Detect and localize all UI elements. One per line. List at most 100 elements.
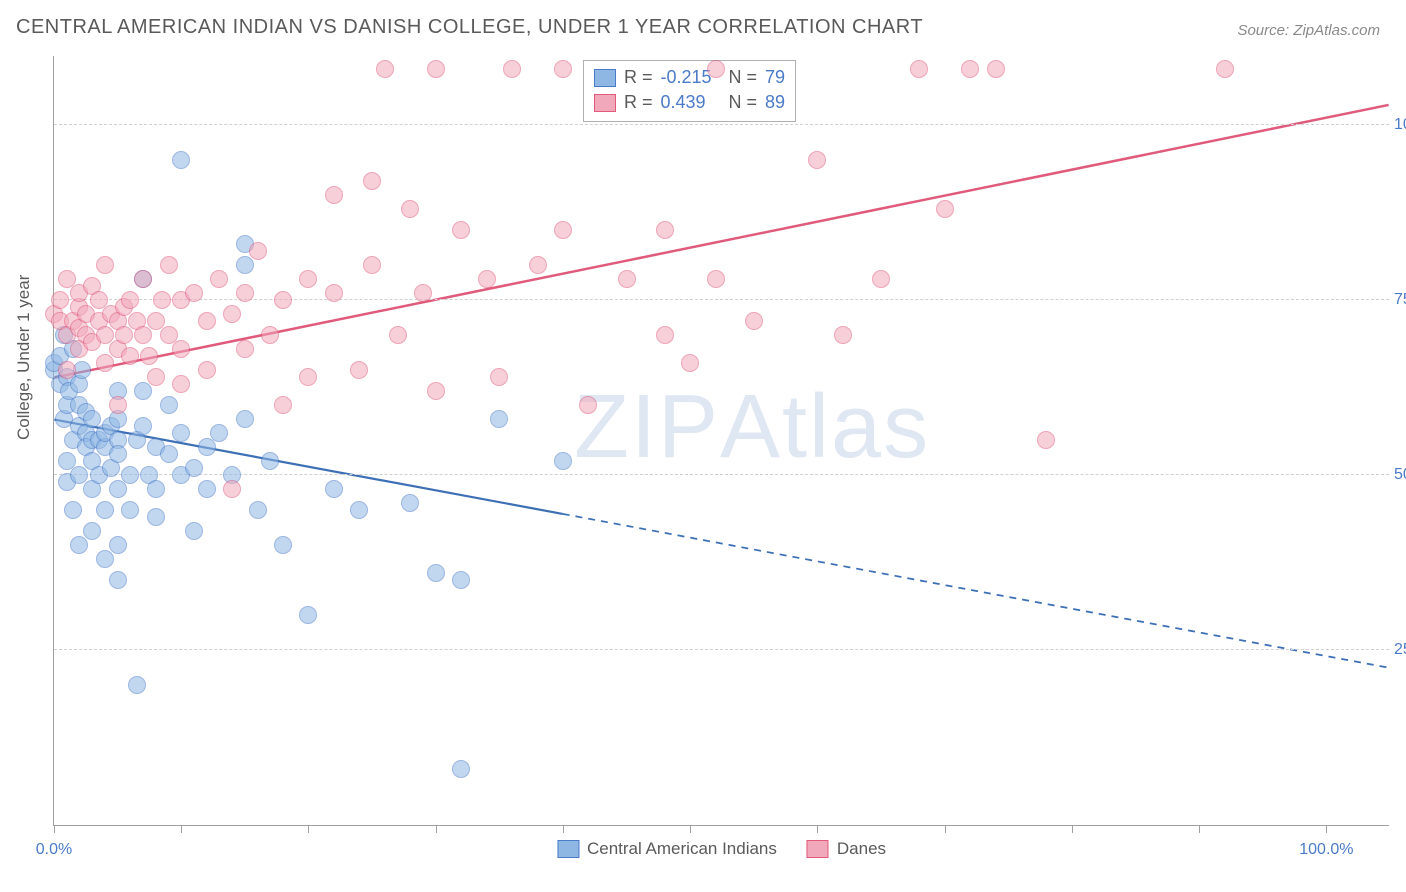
scatter-point bbox=[198, 438, 216, 456]
correlation-stat-box: R = -0.215 N = 79 R = 0.439 N = 89 bbox=[583, 60, 796, 122]
scatter-point bbox=[172, 340, 190, 358]
scatter-point bbox=[363, 256, 381, 274]
scatter-point bbox=[236, 340, 254, 358]
scatter-point bbox=[274, 396, 292, 414]
scatter-point bbox=[490, 410, 508, 428]
scatter-point bbox=[236, 256, 254, 274]
x-tick bbox=[1072, 825, 1073, 833]
stat-row: R = -0.215 N = 79 bbox=[594, 65, 785, 90]
scatter-point bbox=[223, 480, 241, 498]
r-label: R = bbox=[624, 92, 653, 113]
scatter-point bbox=[121, 347, 139, 365]
scatter-point bbox=[987, 60, 1005, 78]
y-tick-label: 25.0% bbox=[1394, 641, 1406, 659]
scatter-point bbox=[529, 256, 547, 274]
scatter-point bbox=[147, 508, 165, 526]
scatter-point bbox=[1037, 431, 1055, 449]
scatter-point bbox=[83, 522, 101, 540]
scatter-point bbox=[58, 361, 76, 379]
gridline bbox=[54, 124, 1389, 125]
scatter-point bbox=[656, 221, 674, 239]
scatter-point bbox=[554, 60, 572, 78]
r-label: R = bbox=[624, 67, 653, 88]
stat-row: R = 0.439 N = 89 bbox=[594, 90, 785, 115]
scatter-point bbox=[140, 347, 158, 365]
scatter-point bbox=[147, 368, 165, 386]
scatter-point bbox=[1216, 60, 1234, 78]
scatter-point bbox=[274, 291, 292, 309]
scatter-point bbox=[707, 270, 725, 288]
y-axis-label: College, Under 1 year bbox=[14, 275, 34, 440]
x-tick bbox=[945, 825, 946, 833]
n-value: 79 bbox=[765, 67, 785, 88]
scatter-point bbox=[274, 536, 292, 554]
scatter-point bbox=[185, 284, 203, 302]
legend-item: Central American Indians bbox=[557, 839, 777, 859]
scatter-point bbox=[681, 354, 699, 372]
scatter-point bbox=[172, 151, 190, 169]
scatter-point bbox=[910, 60, 928, 78]
scatter-point bbox=[261, 326, 279, 344]
gridline bbox=[54, 299, 1389, 300]
scatter-point bbox=[961, 60, 979, 78]
scatter-point bbox=[160, 256, 178, 274]
legend-label: Central American Indians bbox=[587, 839, 777, 859]
source-attribution: Source: ZipAtlas.com bbox=[1237, 22, 1380, 39]
scatter-point bbox=[96, 501, 114, 519]
scatter-point bbox=[134, 417, 152, 435]
scatter-point bbox=[427, 60, 445, 78]
scatter-point bbox=[134, 326, 152, 344]
scatter-point bbox=[554, 221, 572, 239]
x-tick-label: 100.0% bbox=[1299, 841, 1353, 859]
x-tick bbox=[563, 825, 564, 833]
scatter-point bbox=[452, 221, 470, 239]
gridline bbox=[54, 474, 1389, 475]
x-tick-label: 0.0% bbox=[36, 841, 72, 859]
y-tick-label: 75.0% bbox=[1394, 291, 1406, 309]
scatter-point bbox=[70, 536, 88, 554]
x-tick bbox=[436, 825, 437, 833]
scatter-point bbox=[299, 368, 317, 386]
scatter-point bbox=[109, 396, 127, 414]
scatter-point bbox=[389, 326, 407, 344]
plot-area: ZIPAtlas R = -0.215 N = 79 R = 0.439 N =… bbox=[53, 56, 1389, 826]
scatter-point bbox=[121, 291, 139, 309]
scatter-point bbox=[109, 536, 127, 554]
scatter-point bbox=[185, 522, 203, 540]
scatter-point bbox=[109, 445, 127, 463]
scatter-point bbox=[198, 312, 216, 330]
scatter-point bbox=[808, 151, 826, 169]
scatter-point bbox=[427, 564, 445, 582]
r-value: 0.439 bbox=[661, 92, 721, 113]
scatter-point bbox=[478, 270, 496, 288]
x-tick bbox=[181, 825, 182, 833]
watermark-light: Atlas bbox=[720, 377, 930, 477]
scatter-point bbox=[299, 606, 317, 624]
x-tick bbox=[690, 825, 691, 833]
trend-lines bbox=[54, 56, 1389, 825]
scatter-point bbox=[236, 410, 254, 428]
scatter-point bbox=[401, 200, 419, 218]
scatter-point bbox=[109, 571, 127, 589]
x-tick bbox=[1326, 825, 1327, 833]
x-tick bbox=[1199, 825, 1200, 833]
scatter-point bbox=[185, 459, 203, 477]
scatter-point bbox=[64, 501, 82, 519]
scatter-point bbox=[401, 494, 419, 512]
x-tick bbox=[308, 825, 309, 833]
scatter-point bbox=[745, 312, 763, 330]
scatter-point bbox=[210, 424, 228, 442]
scatter-point bbox=[363, 172, 381, 190]
scatter-point bbox=[618, 270, 636, 288]
scatter-point bbox=[115, 326, 133, 344]
scatter-point bbox=[223, 305, 241, 323]
scatter-point bbox=[325, 284, 343, 302]
scatter-point bbox=[134, 270, 152, 288]
scatter-point bbox=[261, 452, 279, 470]
scatter-point bbox=[299, 270, 317, 288]
series-swatch bbox=[594, 94, 616, 112]
legend-label: Danes bbox=[837, 839, 886, 859]
y-tick-label: 50.0% bbox=[1394, 466, 1406, 484]
scatter-point bbox=[325, 480, 343, 498]
watermark-bold: ZIP bbox=[574, 377, 720, 477]
